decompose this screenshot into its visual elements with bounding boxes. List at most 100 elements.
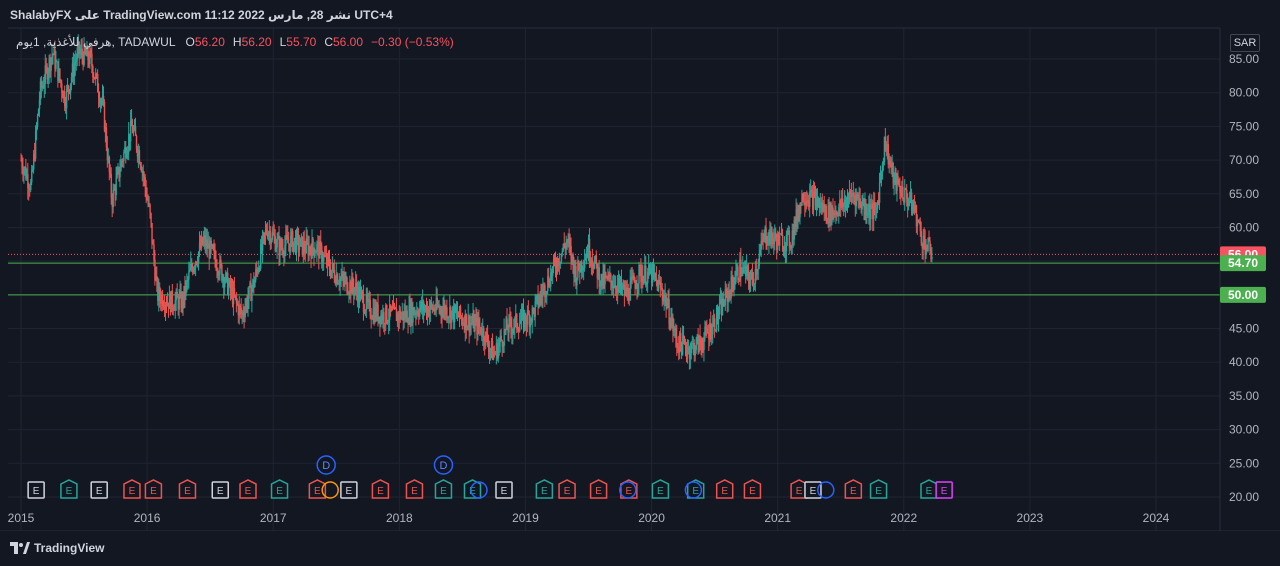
earnings-marker-earn-down[interactable]: E bbox=[371, 479, 390, 499]
earnings-marker-earn-up[interactable]: E bbox=[270, 479, 289, 499]
candle-body bbox=[792, 230, 794, 240]
earnings-marker-earn-up[interactable]: E bbox=[869, 479, 888, 499]
candle-body bbox=[251, 288, 253, 301]
candle-body bbox=[601, 274, 603, 286]
earnings-marker-earn-down[interactable]: E bbox=[589, 479, 608, 499]
candle-body bbox=[164, 304, 167, 310]
candle-body bbox=[612, 286, 614, 289]
earnings-marker-earn-down[interactable]: E bbox=[743, 479, 762, 499]
candle-body bbox=[670, 320, 672, 327]
candle-body bbox=[357, 290, 359, 303]
earnings-marker-earn-up[interactable]: E bbox=[535, 479, 554, 499]
candle-body bbox=[500, 335, 502, 341]
candle-body bbox=[209, 240, 211, 259]
candle-body bbox=[282, 247, 284, 254]
earnings-marker-earn-down[interactable]: E bbox=[558, 479, 576, 499]
split-marker[interactable] bbox=[684, 481, 703, 499]
time-tick-label: 2021 bbox=[764, 511, 791, 525]
earnings-marker-earn-up[interactable]: E bbox=[920, 479, 938, 499]
split-marker[interactable] bbox=[470, 481, 488, 499]
earnings-marker-earn-down[interactable]: E bbox=[178, 479, 197, 499]
candle-body bbox=[517, 328, 519, 330]
candle-body bbox=[618, 278, 621, 287]
split-marker[interactable] bbox=[619, 481, 637, 499]
candle-body bbox=[880, 172, 883, 176]
candle-body bbox=[69, 83, 72, 93]
candle-body bbox=[760, 240, 762, 250]
axes: 85.0080.0075.0070.0065.0060.0055.0050.00… bbox=[0, 27, 1280, 532]
candle-body bbox=[244, 308, 246, 318]
earnings-marker-earn-down[interactable]: E bbox=[239, 479, 257, 499]
candle-body bbox=[747, 269, 750, 280]
candle-body bbox=[478, 318, 480, 327]
candle-body bbox=[758, 254, 761, 266]
candle-body bbox=[86, 47, 88, 57]
close-label: C bbox=[324, 35, 333, 49]
candle-body bbox=[774, 232, 776, 239]
candle-body bbox=[483, 328, 485, 342]
candle-body bbox=[380, 314, 382, 325]
earnings-marker-earn-future[interactable]: E bbox=[935, 481, 953, 499]
candle-body bbox=[683, 341, 686, 343]
earnings-marker-earn-up[interactable]: E bbox=[463, 479, 482, 499]
earnings-marker-earn-down[interactable]: E bbox=[715, 479, 734, 499]
candle-body bbox=[694, 350, 697, 356]
candle-body bbox=[286, 234, 288, 238]
split-marker[interactable] bbox=[321, 481, 339, 499]
candle-body bbox=[737, 266, 739, 280]
dividend-marker[interactable]: D bbox=[433, 455, 454, 475]
earnings-marker-earn-neutral[interactable]: E bbox=[211, 481, 230, 499]
earnings-marker-earn-down[interactable]: E bbox=[844, 479, 863, 499]
earnings-marker-earn-down[interactable]: E bbox=[405, 479, 424, 499]
candle-body bbox=[726, 290, 729, 302]
split-marker[interactable] bbox=[817, 481, 835, 499]
candle-body bbox=[207, 243, 210, 249]
earnings-marker-shape bbox=[495, 481, 513, 499]
candle-body bbox=[858, 198, 860, 200]
candle-body bbox=[391, 308, 394, 310]
candle-body bbox=[663, 296, 665, 302]
candle-body bbox=[62, 92, 64, 99]
earnings-marker-earn-neutral[interactable]: E bbox=[90, 481, 108, 499]
earnings-marker-earn-down[interactable]: E bbox=[123, 479, 141, 499]
earnings-marker-earn-down[interactable]: E bbox=[144, 479, 163, 499]
currency-button[interactable]: SAR bbox=[1230, 34, 1260, 52]
candle-body bbox=[841, 198, 843, 208]
earnings-marker-earn-neutral[interactable]: E bbox=[27, 481, 45, 499]
candle-body bbox=[613, 286, 615, 288]
candle-body bbox=[492, 353, 495, 360]
candle-body bbox=[44, 65, 47, 84]
candle-body bbox=[481, 333, 483, 337]
candle-body bbox=[364, 310, 367, 313]
candle-body bbox=[141, 170, 144, 172]
earnings-marker-earn-up[interactable]: E bbox=[60, 479, 78, 499]
candle-body bbox=[458, 306, 461, 318]
candle-body bbox=[92, 66, 94, 78]
candle-body bbox=[366, 295, 369, 303]
candle-body bbox=[153, 244, 155, 260]
candle-body bbox=[918, 220, 921, 222]
symbol-name[interactable]: هرفي للأغذية, 1يوم, TADAWUL bbox=[16, 35, 176, 49]
earnings-marker-earn-up[interactable]: E bbox=[651, 479, 670, 499]
earnings-marker-earn-neutral[interactable]: E bbox=[804, 481, 822, 499]
earnings-marker-earn-neutral[interactable]: E bbox=[340, 481, 358, 499]
candle-body bbox=[434, 310, 437, 312]
earnings-marker-earn-neutral[interactable]: E bbox=[495, 481, 513, 499]
candle-body bbox=[825, 205, 827, 220]
candle-body bbox=[406, 310, 408, 323]
candle-body bbox=[42, 85, 45, 88]
candle-body bbox=[684, 341, 687, 350]
candle-body bbox=[347, 292, 349, 294]
candle-body bbox=[809, 192, 811, 208]
candle-body bbox=[837, 214, 839, 217]
earnings-marker-label: E bbox=[749, 486, 756, 497]
candle-body bbox=[756, 269, 759, 275]
tradingview-logo[interactable]: TradingView bbox=[10, 541, 104, 555]
dividend-marker[interactable]: D bbox=[316, 455, 336, 475]
earnings-marker-earn-up[interactable]: E bbox=[434, 479, 453, 499]
candle-body bbox=[898, 184, 900, 186]
candle-body bbox=[770, 227, 772, 244]
candle-body bbox=[139, 163, 142, 166]
earnings-marker-earn-down[interactable]: E bbox=[308, 479, 327, 499]
